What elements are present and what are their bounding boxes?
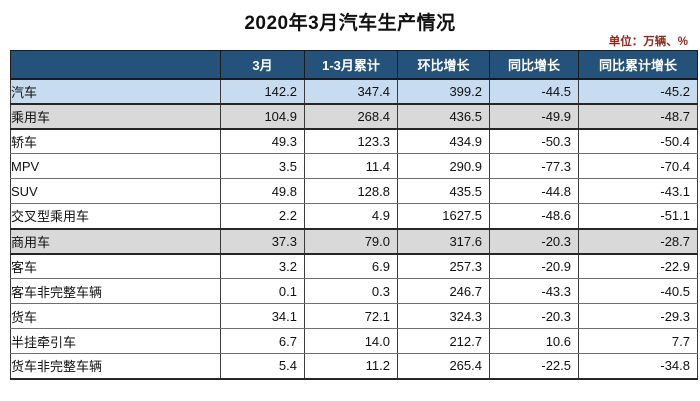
header-cell: 环比增长 <box>397 50 490 80</box>
value-cell: -20.3 <box>489 303 579 329</box>
value-cell: 436.5 <box>397 103 490 130</box>
value-cell: -43.1 <box>578 178 698 204</box>
header-cell: 同比增长 <box>489 50 579 80</box>
value-cell: 2.2 <box>220 203 305 230</box>
row-label-cell: 半挂牵引车 <box>10 328 221 354</box>
value-cell: 34.1 <box>220 303 305 329</box>
value-cell: 14.0 <box>304 328 398 354</box>
value-cell: 399.2 <box>397 78 490 105</box>
value-cell: -29.3 <box>578 303 698 329</box>
value-cell: -50.4 <box>578 128 698 154</box>
header-cell <box>10 50 221 80</box>
row-label-cell: 轿车 <box>10 128 221 154</box>
header-cell: 1-3月累计 <box>304 50 398 80</box>
header-cell: 3月 <box>220 50 305 80</box>
table-row: 客车非完整车辆 0.1 0.3 246.7 -43.3 -40.5 <box>10 278 698 304</box>
value-cell: 142.2 <box>220 78 305 105</box>
value-cell: 7.7 <box>578 328 698 354</box>
value-cell: 104.9 <box>220 103 305 130</box>
row-label-cell: 客车非完整车辆 <box>10 278 221 304</box>
row-label-cell: 客车 <box>10 253 221 279</box>
value-cell: 37.3 <box>220 228 305 255</box>
page-title: 2020年3月汽车生产情况 <box>244 13 456 34</box>
value-cell: -77.3 <box>489 153 579 179</box>
table-header-row: 3月 1-3月累计 环比增长 同比增长 同比累计增长 <box>10 50 698 80</box>
table-row: 乘用车 104.9 268.4 436.5 -49.9 -48.7 <box>10 103 698 130</box>
row-label-cell: 货车非完整车辆 <box>10 353 221 380</box>
unit-label: 单位：万辆、% <box>608 36 688 48</box>
value-cell: 11.2 <box>304 353 398 380</box>
table-row: 轿车 49.3 123.3 434.9 -50.3 -50.4 <box>10 128 698 154</box>
table-row: 半挂牵引车 6.7 14.0 212.7 10.6 7.7 <box>10 328 698 354</box>
row-label-cell: 交叉型乘用车 <box>10 203 221 230</box>
row-label-cell: SUV <box>10 178 221 204</box>
value-cell: -44.5 <box>489 78 579 105</box>
value-cell: 212.7 <box>397 328 490 354</box>
value-cell: -44.8 <box>489 178 579 204</box>
value-cell: -28.7 <box>578 228 698 255</box>
value-cell: 4.9 <box>304 203 398 230</box>
value-cell: 0.1 <box>220 278 305 304</box>
value-cell: 79.0 <box>304 228 398 255</box>
value-cell: -34.8 <box>578 353 698 380</box>
value-cell: -45.2 <box>578 78 698 105</box>
value-cell: 5.4 <box>220 353 305 380</box>
value-cell: 72.1 <box>304 303 398 329</box>
value-cell: 6.7 <box>220 328 305 354</box>
value-cell: -20.9 <box>489 253 579 279</box>
value-cell: -20.3 <box>489 228 579 255</box>
value-cell: -48.6 <box>489 203 579 230</box>
value-cell: 0.3 <box>304 278 398 304</box>
value-cell: -49.9 <box>489 103 579 130</box>
value-cell: 10.6 <box>489 328 579 354</box>
table-row: 货车非完整车辆 5.4 11.2 265.4 -22.5 -34.8 <box>10 353 698 380</box>
value-cell: 268.4 <box>304 103 398 130</box>
value-cell: 11.4 <box>304 153 398 179</box>
table-body: 汽车 142.2 347.4 399.2 -44.5 -45.2 乘用车 104.9 268.4… <box>10 78 698 380</box>
value-cell: 317.6 <box>397 228 490 255</box>
value-cell: 347.4 <box>304 78 398 105</box>
value-cell: -22.9 <box>578 253 698 279</box>
value-cell: -70.4 <box>578 153 698 179</box>
value-cell: 265.4 <box>397 353 490 380</box>
value-cell: 3.5 <box>220 153 305 179</box>
row-label-cell: 汽车 <box>10 78 221 105</box>
table-row: 货车 34.1 72.1 324.3 -20.3 -29.3 <box>10 303 698 329</box>
table-row: 商用车 37.3 79.0 317.6 -20.3 -28.7 <box>10 228 698 255</box>
table-row: 交叉型乘用车 2.2 4.9 1627.5 -48.6 -51.1 <box>10 203 698 230</box>
value-cell: 6.9 <box>304 253 398 279</box>
table-row: 客车 3.2 6.9 257.3 -20.9 -22.9 <box>10 253 698 279</box>
value-cell: -43.3 <box>489 278 579 304</box>
value-cell: -50.3 <box>489 128 579 154</box>
table-row: MPV 3.5 11.4 290.9 -77.3 -70.4 <box>10 153 698 179</box>
value-cell: 123.3 <box>304 128 398 154</box>
row-label-cell: 商用车 <box>10 228 221 255</box>
row-label-cell: MPV <box>10 153 221 179</box>
header-cell: 同比累计增长 <box>578 50 698 80</box>
value-cell: -51.1 <box>578 203 698 230</box>
value-cell: 324.3 <box>397 303 490 329</box>
value-cell: 128.8 <box>304 178 398 204</box>
table-row: SUV 49.8 128.8 435.5 -44.8 -43.1 <box>10 178 698 204</box>
table-row: 汽车 142.2 347.4 399.2 -44.5 -45.2 <box>10 78 698 105</box>
value-cell: 434.9 <box>397 128 490 154</box>
value-cell: 246.7 <box>397 278 490 304</box>
value-cell: 3.2 <box>220 253 305 279</box>
value-cell: 257.3 <box>397 253 490 279</box>
value-cell: 435.5 <box>397 178 490 204</box>
value-cell: 49.8 <box>220 178 305 204</box>
value-cell: -48.7 <box>578 103 698 130</box>
row-label-cell: 乘用车 <box>10 103 221 130</box>
value-cell: -22.5 <box>489 353 579 380</box>
value-cell: 1627.5 <box>397 203 490 230</box>
value-cell: 49.3 <box>220 128 305 154</box>
production-table: 3月 1-3月累计 环比增长 同比增长 同比累计增长 汽车 142.2 347.4 399.2… <box>10 50 698 380</box>
row-label-cell: 货车 <box>10 303 221 329</box>
value-cell: 290.9 <box>397 153 490 179</box>
value-cell: -40.5 <box>578 278 698 304</box>
